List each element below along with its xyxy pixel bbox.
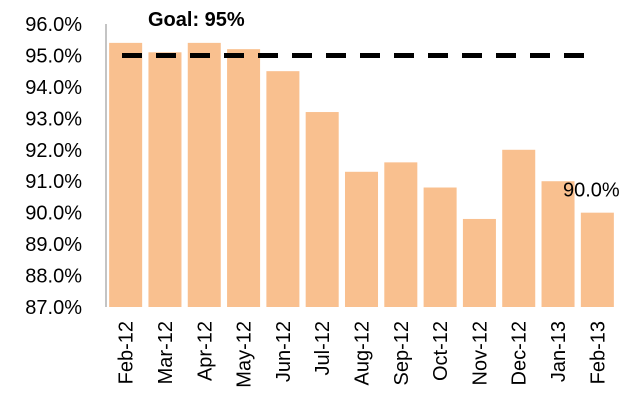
data-labels: 90.0%: [563, 180, 620, 202]
bar: [541, 181, 575, 307]
bar: [187, 42, 221, 308]
y-tick-label: 96.0%: [25, 14, 82, 36]
bar: [423, 187, 457, 307]
x-tick-label: Dec-12: [509, 321, 531, 385]
x-tick-label: Nov-12: [469, 321, 491, 385]
bar: [266, 71, 300, 307]
x-tick-label: Mar-12: [155, 321, 177, 384]
goal-label: Goal: 95%: [148, 9, 245, 31]
x-tick-label: Jun-12: [273, 321, 295, 382]
bar: [502, 149, 536, 307]
y-tick-label: 87.0%: [25, 297, 82, 319]
data-label: 90.0%: [563, 180, 620, 202]
y-tick-label: 93.0%: [25, 108, 82, 130]
y-axis: 87.0% 88.0% 89.0% 90.0% 91.0% 92.0% 93.0% 94.0%…: [25, 14, 82, 319]
x-tick-label: Aug-12: [352, 321, 374, 386]
x-tick-label: Feb-12: [116, 321, 138, 384]
bars: [109, 42, 614, 308]
x-tick-label: Feb-13: [587, 321, 609, 384]
bar: [148, 52, 182, 307]
y-tick-label: 88.0%: [25, 266, 82, 288]
x-tick-label: Oct-12: [430, 321, 452, 381]
bar: [580, 212, 614, 307]
x-axis: Feb-12 Mar-12 Apr-12 May-12 Jun-12 Jul-12 Aug-…: [116, 321, 610, 388]
x-tick-label: Sep-12: [391, 321, 413, 386]
bar: [227, 49, 261, 307]
x-tick-label: Jul-12: [312, 321, 334, 375]
bar: [384, 162, 418, 307]
y-tick-label: 94.0%: [25, 77, 82, 99]
bar: [344, 171, 379, 307]
x-tick-label: Apr-12: [194, 321, 216, 381]
y-tick-label: 92.0%: [25, 140, 82, 162]
x-tick-label: Jan-13: [548, 321, 570, 382]
bar: [109, 42, 143, 308]
y-tick-label: 89.0%: [25, 234, 82, 256]
bar: [305, 112, 339, 307]
y-tick-label: 95.0%: [25, 45, 82, 67]
y-tick-label: 90.0%: [25, 203, 82, 225]
x-tick-label: May-12: [234, 321, 256, 388]
bar: [462, 218, 496, 307]
y-tick-label: 91.0%: [25, 171, 82, 193]
